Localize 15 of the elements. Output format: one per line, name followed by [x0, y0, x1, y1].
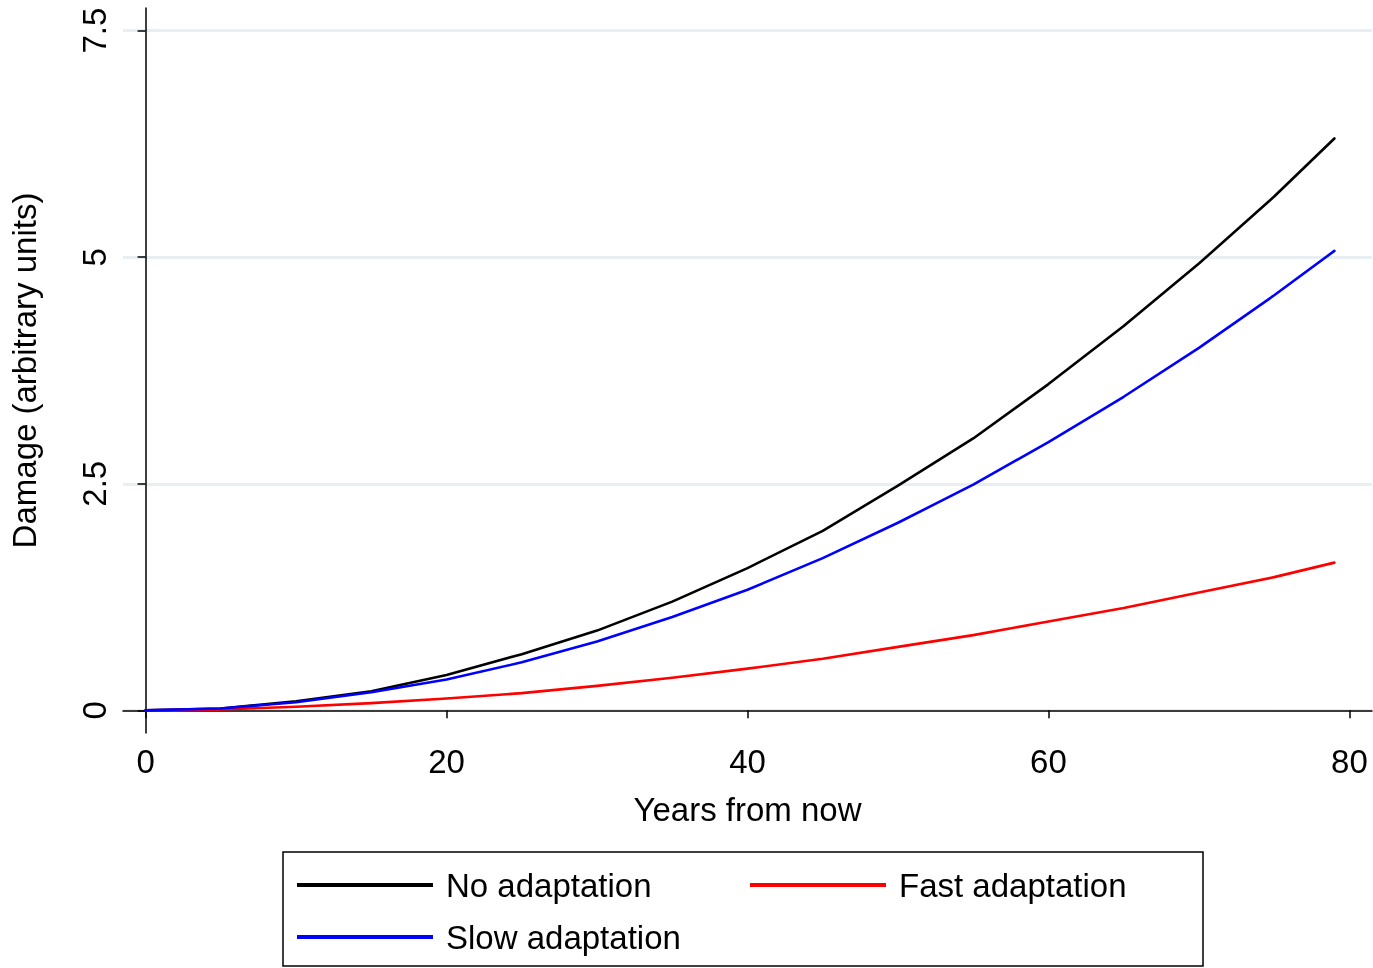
legend-label: Slow adaptation [446, 918, 681, 956]
x-tick-label: 40 [729, 743, 766, 780]
legend-label: Fast adaptation [899, 866, 1127, 904]
y-axis-title: Damage (arbitrary units) [6, 192, 43, 549]
x-tick-label: 20 [428, 743, 465, 780]
x-axis-title: Years from now [633, 791, 862, 828]
x-tick-label: 0 [136, 743, 155, 780]
x-tick-label: 60 [1030, 743, 1067, 780]
x-tick-label: 80 [1331, 743, 1368, 780]
y-tick-label: 7.5 [76, 7, 113, 54]
y-tick-label: 5 [76, 248, 113, 267]
line-series [144, 249, 1336, 712]
y-tick-label: 2.5 [76, 460, 113, 507]
y-tick-label: 0 [76, 701, 113, 720]
legend-label: No adaptation [446, 866, 652, 904]
